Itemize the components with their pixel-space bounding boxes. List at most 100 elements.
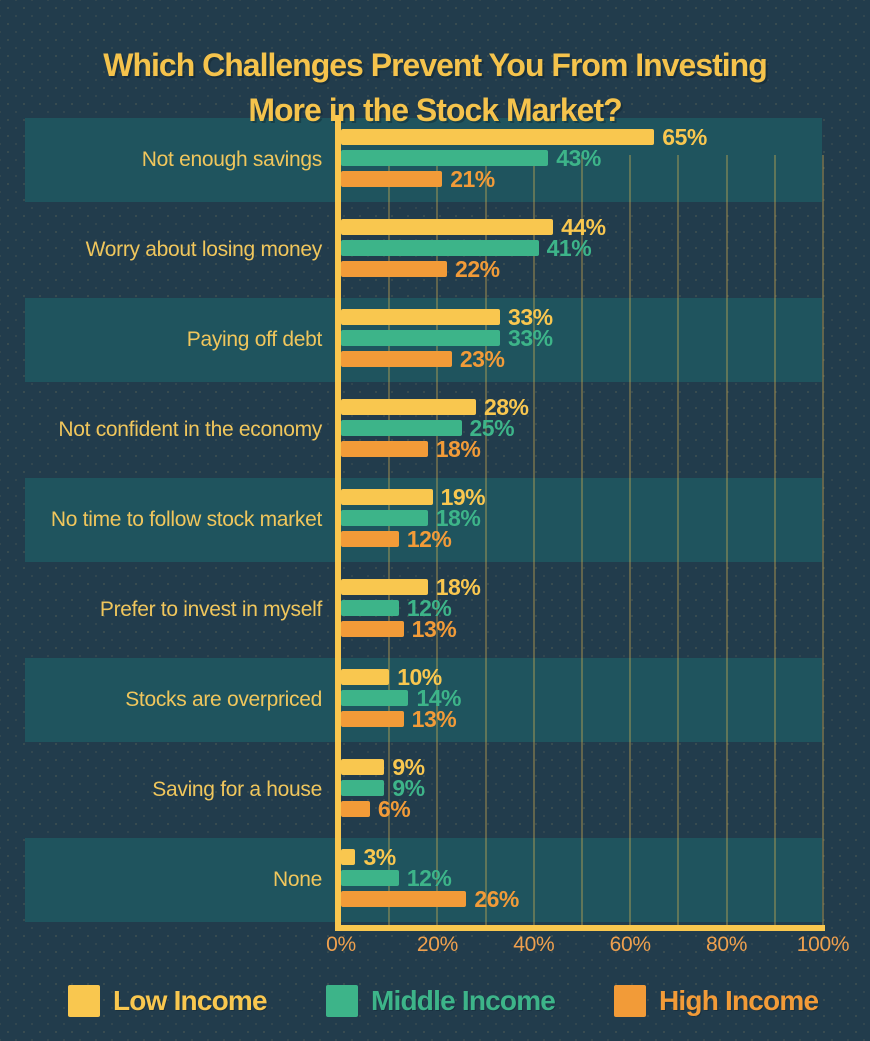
bar-line: 25% [341, 415, 515, 441]
bar-middle-income [341, 870, 399, 886]
bar-low-income [341, 399, 476, 415]
gridline [725, 155, 728, 925]
bar-value-label: 18% [435, 436, 481, 462]
row-band [25, 838, 822, 922]
bar-line: 3% [341, 846, 396, 869]
bar-value-label: 33% [508, 304, 553, 330]
legend-swatch-low-income [68, 985, 100, 1017]
bar-low-income [341, 129, 655, 145]
legend-item-low-income: Low Income [68, 984, 268, 1018]
bar-high-income [341, 891, 467, 907]
bar-high-income [341, 171, 443, 187]
x-axis-tick: 0% [326, 933, 356, 956]
bar-line: 23% [341, 346, 505, 372]
legend-item-high-income: High Income [614, 984, 819, 1018]
bar-middle-income [341, 600, 399, 616]
legend-label: High Income [659, 985, 819, 1016]
bar-high-income [341, 531, 399, 547]
bar-line: 14% [341, 687, 462, 710]
x-axis-line [335, 925, 825, 931]
bar-line: 13% [341, 616, 457, 642]
bar-line: 9% [341, 775, 425, 801]
bar-line: 33% [341, 325, 553, 351]
category-row: Prefer to invest in myself 18% 12% 13% [0, 565, 870, 655]
bar-middle-income [341, 150, 549, 166]
bar-line: 19% [341, 484, 486, 510]
bar-value-label: 25% [469, 415, 515, 441]
bar-low-income [341, 759, 385, 775]
bar-low-income [341, 849, 356, 865]
category-row: Not confident in the economy 28% 25% 18% [0, 385, 870, 475]
bar-line: 65% [341, 126, 707, 149]
bar-high-income [341, 351, 452, 367]
bar-line: 26% [341, 886, 519, 912]
bar-high-income [341, 441, 428, 457]
bar-line: 41% [341, 237, 592, 260]
gridline [773, 155, 776, 925]
bar-value-label: 10% [397, 664, 442, 690]
bar-line: 44% [341, 214, 606, 240]
bar-value-label: 28% [483, 394, 529, 420]
category-row: Saving for a house 9% 9% 6% [0, 745, 870, 835]
x-axis-tick: 80% [706, 933, 748, 956]
bar-value-label: 44% [561, 214, 606, 240]
category-row: Stocks are overpriced 10% 14% 13% [0, 655, 870, 745]
bar-line: 43% [341, 145, 601, 171]
bar-value-label: 6% [377, 796, 411, 822]
y-axis-line [335, 115, 341, 931]
gridline [677, 155, 680, 925]
bar-value-label: 21% [450, 166, 495, 192]
x-axis-tick: 100% [796, 933, 850, 956]
bar-value-label: 12% [406, 595, 452, 621]
bar-line: 18% [341, 574, 481, 600]
bar-middle-income [341, 420, 462, 436]
bar-line: 6% [341, 796, 411, 822]
category-label: Saving for a house [152, 778, 322, 801]
bar-low-income [341, 219, 554, 235]
category-label: No time to follow stock market [50, 508, 322, 531]
bar-low-income [341, 309, 501, 325]
category-label: Worry about losing money [85, 238, 323, 261]
bar-value-label: 23% [459, 346, 505, 372]
bar-value-label: 19% [440, 484, 486, 510]
gridline [629, 155, 632, 925]
category-label: Stocks are overpriced [125, 688, 322, 711]
category-row: Worry about losing money 44% 41% 22% [0, 205, 870, 295]
bar-line: 21% [341, 166, 495, 192]
bar-value-label: 13% [411, 706, 457, 732]
bar-low-income [341, 579, 428, 595]
category-row: No time to follow stock market 19% 18% 12% [0, 475, 870, 565]
bar-value-label: 13% [411, 616, 457, 642]
bar-value-label: 33% [508, 325, 553, 351]
bar-high-income [341, 711, 404, 727]
bar-high-income [341, 621, 404, 637]
bar-line: 12% [341, 595, 452, 621]
bar-line: 12% [341, 867, 452, 890]
gridline [532, 155, 535, 925]
bar-line: 22% [341, 256, 500, 282]
legend-swatch-middle-income [326, 985, 358, 1017]
chart-title: Which Challenges Prevent You From Invest… [103, 47, 768, 129]
bar-value-label: 9% [392, 775, 425, 801]
bar-high-income [341, 801, 370, 817]
bar-middle-income [341, 780, 385, 796]
bar-value-label: 22% [455, 256, 500, 282]
bar-value-label: 26% [474, 886, 519, 912]
bar-line: 12% [341, 528, 452, 551]
bar-value-label: 18% [435, 574, 481, 600]
bar-low-income [341, 669, 390, 685]
x-axis-tick: 60% [609, 933, 651, 956]
bar-line: 10% [341, 664, 442, 690]
legend-swatch-high-income [614, 985, 646, 1017]
bar-value-label: 43% [556, 145, 601, 171]
bar-line: 33% [341, 304, 553, 330]
bar-line: 18% [341, 507, 481, 530]
bar-middle-income [341, 330, 501, 346]
legend-label: Middle Income [371, 985, 556, 1016]
legend-item-middle-income: Middle Income [326, 984, 556, 1018]
gridline [581, 155, 583, 925]
category-label: None [272, 868, 322, 891]
x-axis-tick: 20% [416, 933, 458, 956]
category-label: Not enough savings [141, 148, 323, 171]
